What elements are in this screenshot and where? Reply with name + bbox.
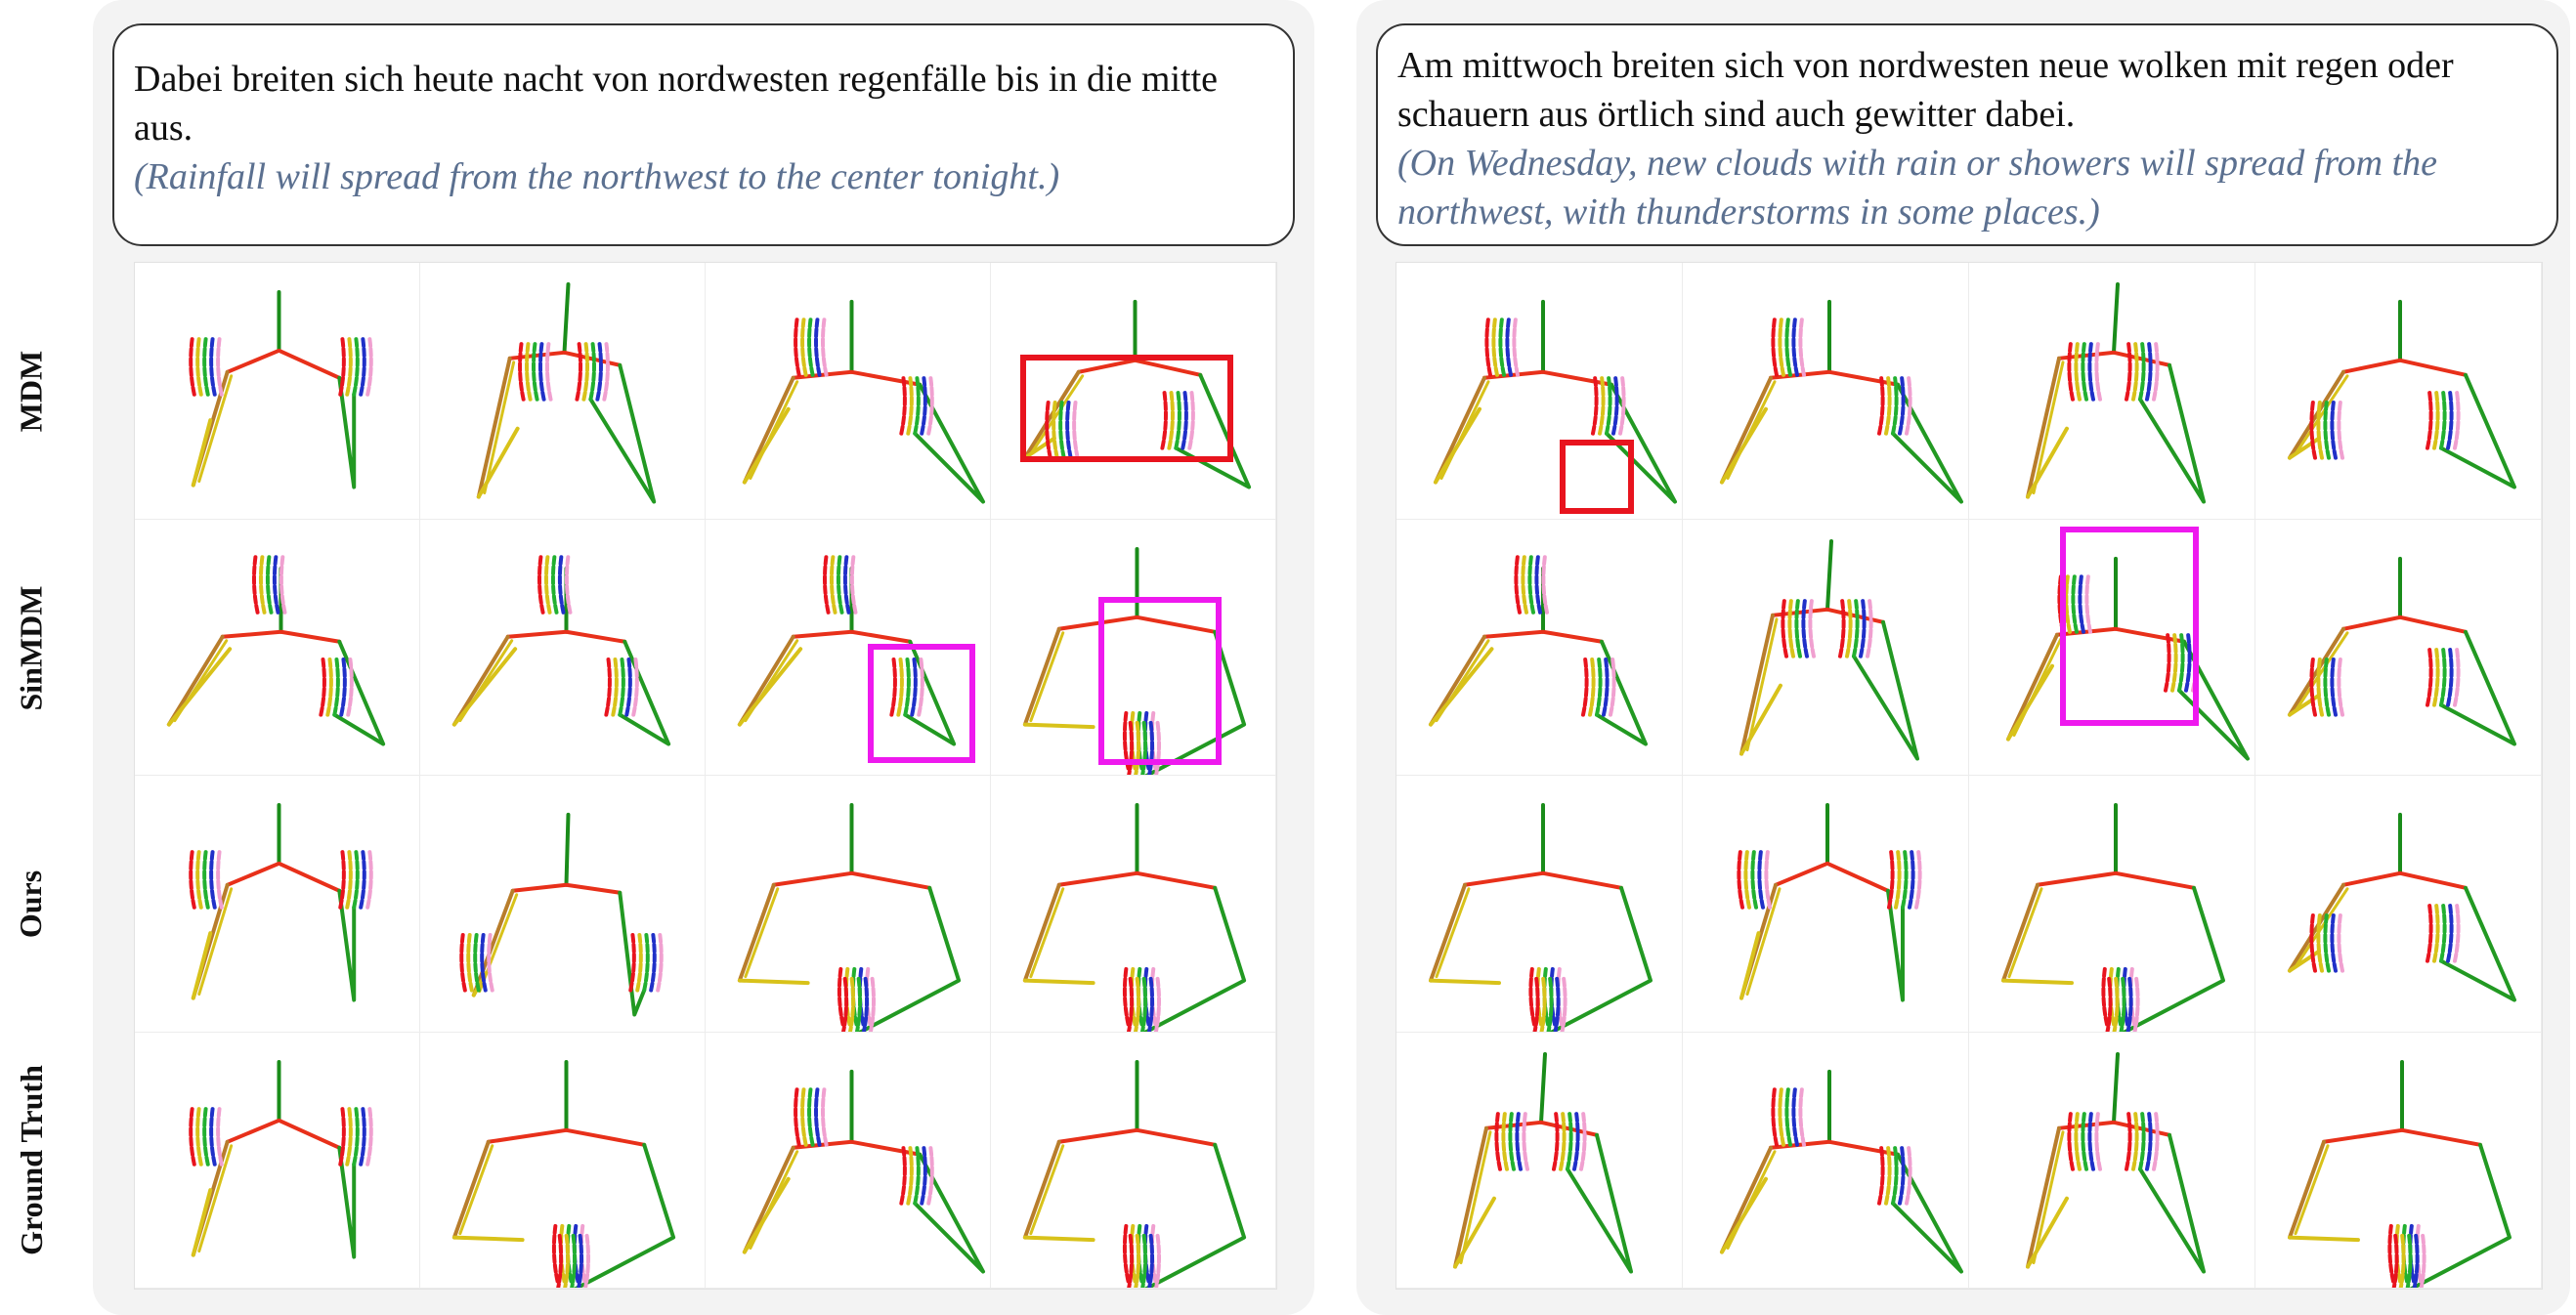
pose-cell-left-mdm-1 [135, 263, 420, 520]
pose-cell-right-ground-truth-2 [1683, 1032, 1969, 1289]
mdm-error-box-left [1020, 355, 1233, 462]
pose-cell-right-sinmdm-3 [1969, 519, 2255, 776]
right-caption: Am mittwoch breiten sich von nordwesten … [1376, 23, 2558, 246]
stick-figure-pose [476, 281, 657, 504]
stick-figure-pose [451, 553, 671, 746]
pose-cell-right-mdm-3 [1969, 263, 2255, 520]
stick-figure-pose [2288, 1059, 2512, 1288]
left-caption: Dabei breiten sich heute nacht von nordw… [112, 23, 1295, 246]
stick-figure-pose [189, 289, 373, 489]
pose-cell-left-ground-truth-2 [420, 1032, 706, 1289]
sinmdm-error-box-left-2 [1098, 597, 1222, 765]
stick-figure-pose [189, 802, 373, 1002]
left-panel: Dabei breiten sich heute nacht von nordw… [93, 0, 1314, 1315]
stick-figure-pose [1434, 299, 1677, 504]
stick-figure-pose [459, 812, 664, 1017]
stick-figure-pose [737, 553, 957, 746]
pose-cell-right-ground-truth-1 [1396, 1032, 1683, 1289]
pose-cell-left-ours-4 [991, 776, 1276, 1033]
row-label-ground-truth: Ground Truth [13, 1064, 49, 1255]
pose-cell-left-ours-1 [135, 776, 420, 1033]
stick-figure-pose [1720, 1069, 1963, 1274]
pose-cell-right-mdm-1 [1396, 263, 1683, 520]
stick-figure-pose [1739, 538, 1919, 761]
stick-figure-pose [451, 1059, 676, 1288]
stick-figure-pose [2288, 556, 2516, 746]
stick-figure-pose [1022, 1059, 1247, 1288]
pose-cell-right-mdm-2 [1683, 263, 1969, 520]
pose-cell-right-ours-2 [1683, 776, 1969, 1033]
left-caption-german: Dabei breiten sich heute nacht von nordw… [134, 59, 1219, 148]
stick-figure-pose [1720, 299, 1963, 504]
stick-figure-pose [2006, 556, 2250, 761]
pose-cell-left-ours-3 [706, 776, 991, 1033]
row-label-ours: Ours [13, 870, 49, 938]
stick-figure-pose [2288, 812, 2516, 1002]
stick-figure-pose [2001, 802, 2225, 1032]
row-label-mdm: MDM [13, 350, 49, 432]
pose-cell-left-sinmdm-2 [420, 519, 706, 776]
left-pose-grid [134, 262, 1277, 1290]
stick-figure-pose [742, 1069, 986, 1274]
stick-figure-pose [737, 802, 962, 1032]
sinmdm-error-box-left-1 [868, 644, 975, 763]
pose-cell-left-ground-truth-3 [706, 1032, 991, 1289]
stick-figure-pose [166, 553, 386, 746]
pose-cell-left-sinmdm-3 [706, 519, 991, 776]
pose-cell-right-mdm-4 [2255, 263, 2542, 520]
mdm-error-box-right [1560, 440, 1634, 514]
pose-cell-right-ours-4 [2255, 776, 2542, 1033]
pose-cell-right-ours-3 [1969, 776, 2255, 1033]
stick-figure-pose [1453, 1051, 1633, 1274]
pose-cell-left-ours-2 [420, 776, 706, 1033]
pose-cell-right-sinmdm-2 [1683, 519, 1969, 776]
pose-cell-left-ground-truth-1 [135, 1032, 420, 1289]
stick-figure-pose [742, 299, 986, 504]
pose-cell-right-ground-truth-4 [2255, 1032, 2542, 1289]
right-caption-german: Am mittwoch breiten sich von nordwesten … [1397, 45, 2454, 135]
right-caption-english: (On Wednesday, new clouds with rain or s… [1397, 143, 2437, 233]
pose-cell-left-sinmdm-1 [135, 519, 420, 776]
left-caption-english: (Rainfall will spread from the northwest… [134, 156, 1060, 197]
stick-figure-pose [1429, 802, 1653, 1032]
right-panel: Am mittwoch breiten sich von nordwesten … [1356, 0, 2570, 1315]
right-pose-grid [1395, 262, 2543, 1290]
stick-figure-pose [189, 1059, 373, 1259]
pose-cell-left-mdm-2 [420, 263, 706, 520]
stick-figure-pose [1737, 802, 1922, 1002]
stick-figure-pose [1429, 553, 1648, 746]
stick-figure-pose [2288, 299, 2516, 489]
stick-figure-pose [1022, 802, 1247, 1032]
pose-cell-right-ground-truth-3 [1969, 1032, 2255, 1289]
pose-cell-left-mdm-3 [706, 263, 991, 520]
pose-cell-right-ours-1 [1396, 776, 1683, 1033]
pose-cell-right-sinmdm-4 [2255, 519, 2542, 776]
pose-cell-right-sinmdm-1 [1396, 519, 1683, 776]
sinmdm-error-box-right [2060, 527, 2199, 726]
stick-figure-pose [2026, 1051, 2206, 1274]
row-label-sinmdm: SinMDM [13, 585, 49, 710]
pose-cell-left-ground-truth-4 [991, 1032, 1276, 1289]
stick-figure-pose [2026, 281, 2206, 504]
